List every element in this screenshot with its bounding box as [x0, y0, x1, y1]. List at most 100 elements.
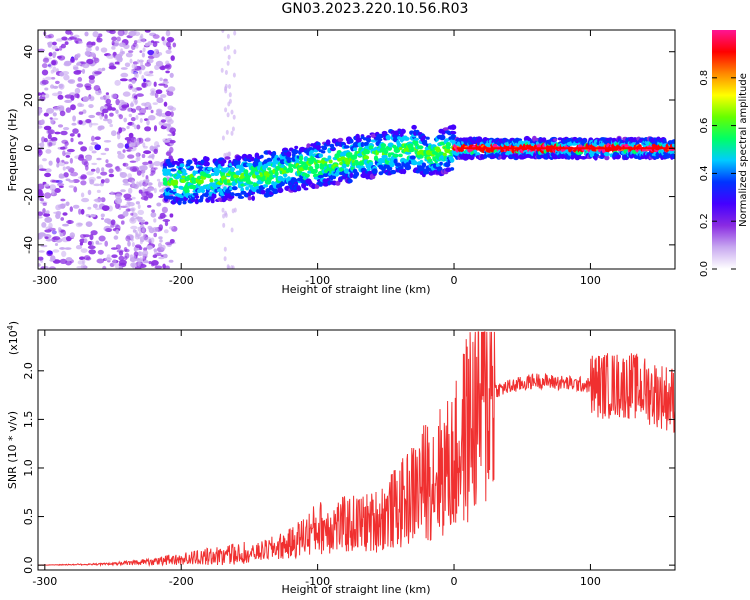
heatmap-cell	[669, 149, 675, 155]
heatmap-cell	[272, 188, 278, 193]
heatmap-cell	[123, 193, 132, 199]
heatmap-cell	[240, 190, 247, 195]
heatmap-cell	[51, 45, 58, 50]
heatmap-cell	[135, 201, 140, 205]
heatmap-cell	[617, 154, 621, 159]
heatmap-cell	[154, 265, 163, 269]
heatmap-cell	[73, 66, 79, 71]
heatmap-cell	[223, 46, 227, 52]
spectrogram-y-label: Frequency (Hz)	[6, 109, 19, 192]
heatmap-cell	[226, 33, 230, 39]
x-tick-label: -100	[305, 274, 330, 287]
heatmap-cell	[38, 263, 41, 267]
heatmap-cell	[91, 162, 98, 166]
heatmap-cell	[80, 61, 87, 65]
heatmap-cell	[46, 107, 54, 114]
heatmap-cell	[582, 138, 587, 144]
heatmap-cell	[421, 162, 427, 168]
heatmap-cell	[88, 114, 96, 119]
heatmap-cell	[145, 137, 151, 142]
heatmap-cell	[48, 160, 53, 166]
heatmap-cell	[158, 242, 162, 248]
heatmap-cell	[40, 198, 44, 202]
heatmap-cell	[89, 234, 94, 241]
heatmap-cell	[44, 183, 50, 187]
heatmap-cell	[444, 161, 451, 168]
heatmap-cell	[138, 69, 142, 75]
heatmap-cell	[69, 157, 73, 164]
heatmap-cell	[63, 172, 69, 178]
heatmap-cell	[347, 178, 353, 184]
heatmap-cell	[76, 83, 84, 88]
heatmap-cell	[112, 258, 117, 265]
colorbar-label: Normalized spectral amplitude	[738, 73, 749, 227]
heatmap-cell	[106, 254, 111, 260]
heatmap-cell	[105, 228, 112, 232]
heatmap-cell	[163, 123, 170, 127]
heatmap-cell	[135, 244, 142, 248]
heatmap-cell	[398, 153, 403, 158]
heatmap-cell	[95, 167, 100, 174]
heatmap-cell	[71, 122, 77, 126]
heatmap-cell	[314, 163, 320, 170]
heatmap-cell	[142, 233, 146, 238]
heatmap-cell	[67, 219, 72, 225]
spectrogram-cells	[38, 30, 675, 269]
heatmap-cell	[224, 70, 228, 75]
x-tick-label: 100	[580, 274, 601, 287]
heatmap-cell	[249, 156, 255, 162]
heatmap-cell	[303, 187, 309, 191]
heatmap-cell	[226, 112, 230, 118]
heatmap-cell	[61, 159, 65, 163]
heatmap-cell	[109, 123, 113, 128]
heatmap-cell	[76, 62, 82, 66]
heatmap-cell	[442, 152, 447, 157]
heatmap-cell	[80, 175, 84, 180]
heatmap-cell	[120, 67, 128, 70]
heatmap-cell	[98, 33, 103, 38]
heatmap-cell	[69, 232, 76, 239]
heatmap-cell	[156, 108, 163, 114]
heatmap-cell	[48, 52, 53, 57]
heatmap-cell	[91, 150, 97, 154]
heatmap-cell	[131, 122, 135, 128]
heatmap-cell	[67, 148, 75, 153]
heatmap-cell	[200, 188, 206, 194]
heatmap-cell	[134, 87, 138, 93]
heatmap-cell	[89, 52, 96, 58]
heatmap-cell	[106, 54, 115, 59]
y-tick-label: 20	[22, 93, 35, 107]
heatmap-cell	[314, 183, 320, 189]
heatmap-cell	[343, 145, 350, 149]
heatmap-cell	[73, 186, 78, 193]
heatmap-cell	[158, 195, 165, 198]
heatmap-cell	[128, 187, 133, 194]
heatmap-cell	[398, 146, 403, 151]
heatmap-cell	[47, 41, 54, 46]
heatmap-cell	[377, 138, 383, 142]
heatmap-cell	[119, 78, 128, 82]
heatmap-cell	[85, 47, 92, 52]
x-tick-label: -300	[32, 274, 57, 287]
heatmap-cell	[130, 101, 134, 107]
heatmap-cell	[80, 248, 88, 254]
heatmap-cell	[100, 213, 105, 218]
heatmap-cell	[60, 198, 66, 202]
heatmap-cell	[38, 183, 45, 190]
heatmap-cell	[57, 94, 64, 100]
heatmap-cell	[81, 68, 86, 74]
heatmap-cell	[114, 54, 122, 61]
colorbar-tick-label: 0.0	[699, 261, 710, 277]
heatmap-cell	[105, 163, 113, 168]
heatmap-cell	[199, 179, 204, 183]
heatmap-cell	[91, 135, 95, 142]
heatmap-cell	[186, 159, 193, 165]
heatmap-cell	[64, 247, 72, 250]
heatmap-cell	[162, 80, 169, 84]
heatmap-cell	[170, 168, 177, 172]
snr-y-ticks: 0.0 0.5 1.0 1.5 2.0	[22, 362, 675, 574]
heatmap-cell	[170, 55, 175, 61]
heatmap-cell	[95, 46, 100, 51]
heatmap-cell	[360, 141, 365, 148]
